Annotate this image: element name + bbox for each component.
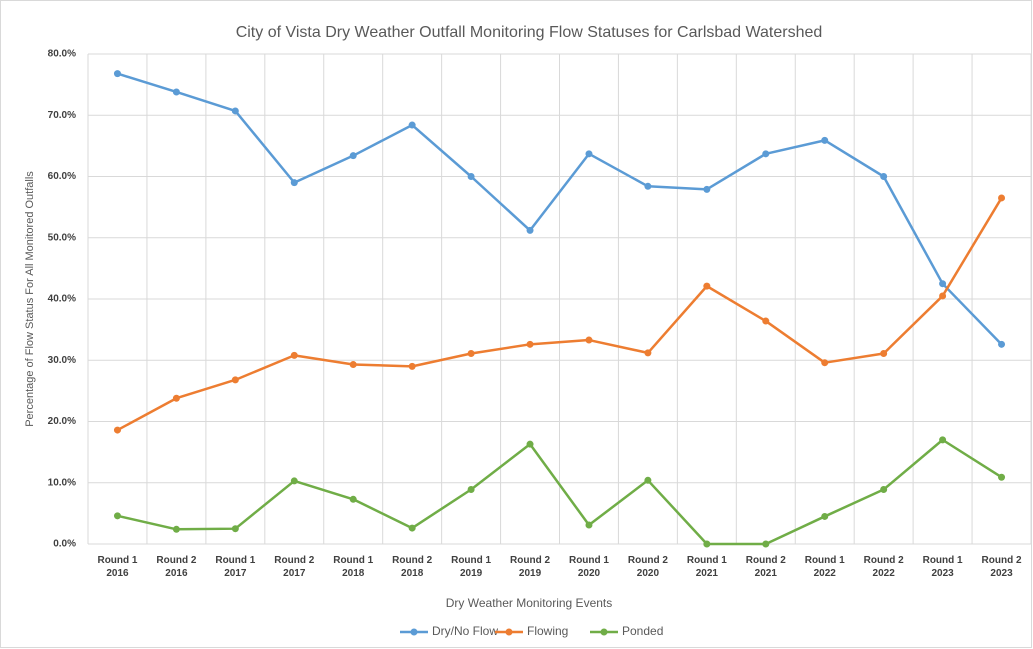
y-tick-label: 10.0% — [48, 477, 76, 488]
y-tick-label: 60.0% — [48, 171, 76, 182]
data-point — [644, 349, 652, 357]
x-tick-label: Round 2 2018 — [392, 555, 433, 579]
data-point — [290, 477, 298, 485]
x-tick-label: Round 1 2018 — [333, 555, 374, 579]
series-line — [117, 438, 1003, 546]
data-point — [762, 540, 770, 548]
x-tick-label: Round 2 2021 — [745, 555, 786, 579]
data-point — [703, 282, 711, 290]
data-point — [467, 350, 475, 358]
y-tick-label: 70.0% — [48, 110, 76, 121]
x-tick-label: Round 2 2020 — [627, 555, 668, 579]
legend-marker — [410, 628, 418, 636]
data-point — [113, 512, 121, 520]
data-point — [939, 436, 947, 444]
x-tick-label: Round 1 2019 — [451, 555, 492, 579]
data-point — [172, 88, 180, 96]
data-point — [585, 150, 593, 158]
x-tick-label: Round 1 2022 — [804, 555, 845, 579]
x-tick-label: Round 2 2022 — [863, 555, 904, 579]
data-point — [113, 70, 121, 78]
data-point — [998, 473, 1006, 481]
x-tick-label: Round 2 2019 — [510, 555, 551, 579]
data-point — [349, 152, 357, 160]
series-line — [117, 72, 1003, 346]
y-axis-title: Percentage of Flow Status For All Monito… — [24, 171, 36, 427]
data-point — [762, 317, 770, 325]
data-point — [290, 351, 298, 359]
data-point — [762, 150, 770, 158]
data-point — [939, 292, 947, 300]
x-axis-title: Dry Weather Monitoring Events — [446, 596, 613, 610]
data-point — [231, 525, 239, 533]
data-point — [998, 194, 1006, 202]
data-point — [939, 280, 947, 288]
legend-label: Dry/No Flow — [432, 624, 498, 638]
x-tick-label: Round 2 2023 — [981, 555, 1022, 579]
data-point — [880, 173, 888, 180]
data-point — [585, 521, 593, 529]
data-point — [408, 524, 416, 532]
y-tick-label: 30.0% — [48, 355, 76, 366]
x-tick-label: Round 2 2016 — [156, 555, 197, 579]
y-tick-label: 20.0% — [48, 416, 76, 427]
chart-title: City of Vista Dry Weather Outfall Monito… — [236, 24, 823, 41]
data-point — [644, 476, 652, 484]
data-point — [349, 361, 357, 369]
data-point — [821, 136, 829, 144]
data-point — [880, 485, 888, 493]
data-point — [998, 340, 1006, 348]
data-point — [821, 512, 829, 520]
data-point — [172, 394, 180, 402]
data-point — [526, 340, 534, 348]
data-point — [231, 107, 239, 115]
x-tick-label: Round 1 2016 — [97, 555, 138, 579]
legend-label: Ponded — [622, 624, 663, 638]
data-point — [703, 540, 711, 548]
x-tick-label: Round 1 2020 — [568, 555, 609, 579]
y-tick-label: 50.0% — [48, 232, 76, 243]
data-point — [290, 179, 298, 187]
y-tick-label: 40.0% — [48, 294, 76, 305]
data-point — [703, 185, 711, 193]
data-point — [113, 426, 121, 434]
data-point — [821, 359, 829, 367]
data-point — [231, 376, 239, 384]
x-tick-label: Round 1 2021 — [686, 555, 727, 579]
data-point — [467, 173, 475, 180]
data-point — [526, 226, 534, 234]
data-point — [880, 350, 888, 358]
data-point — [585, 336, 593, 344]
y-tick-label: 0.0% — [53, 539, 76, 550]
legend-marker — [505, 628, 513, 636]
x-tick-label: Round 2 2017 — [274, 555, 315, 579]
legend-label: Flowing — [527, 624, 568, 638]
data-point — [172, 525, 180, 533]
series-line — [116, 197, 1003, 432]
data-point — [349, 495, 357, 503]
data-point — [467, 485, 475, 493]
legend-marker — [600, 628, 608, 636]
x-tick-label: Round 1 2017 — [215, 555, 256, 579]
data-point — [526, 440, 534, 448]
y-tick-label: 80.0% — [48, 49, 76, 60]
data-point — [408, 362, 416, 370]
data-point — [408, 121, 416, 129]
x-tick-label: Round 1 2023 — [922, 555, 963, 579]
data-point — [644, 182, 652, 190]
